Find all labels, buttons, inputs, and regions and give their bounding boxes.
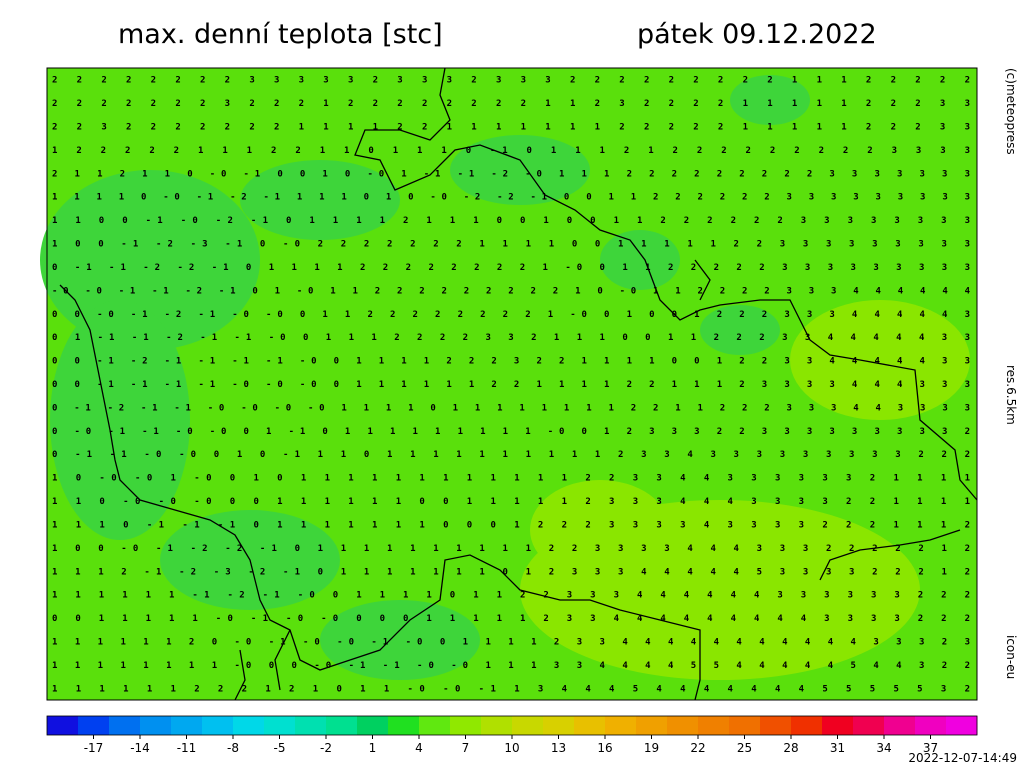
colorbar-tick-label: 28 [783, 741, 798, 755]
colorbar-segment [481, 716, 513, 735]
borders [59, 67, 978, 701]
colorbar-tick-label: 10 [504, 741, 519, 755]
colorbar-tick-label: -11 [177, 741, 197, 755]
grid-row: 2 2 2 2 2 2 2 3 2 2 2 1 2 2 2 2 2 2 2 2 … [52, 99, 970, 109]
colorbar-segment [264, 716, 296, 735]
colorbar-segment [109, 716, 141, 735]
cool-patches [40, 75, 810, 680]
colorbar-tick-label: -2 [320, 741, 332, 755]
colorbar-segment [47, 716, 79, 735]
model: icon-eu [1004, 635, 1018, 679]
colorbar-tick-label: 34 [876, 741, 891, 755]
colorbar-tick-label: 19 [644, 741, 659, 755]
colorbar-segment [450, 716, 482, 735]
grid-row: 2 2 3 2 2 2 2 2 2 2 1 1 1 1 2 2 1 1 1 1 … [52, 123, 970, 133]
grid-row: 1 1 1 1 1 1 2 0 -0 -1 -0 -0 -1 -0 0 1 1 … [52, 637, 970, 647]
colorbar-tick-label: 31 [830, 741, 845, 755]
grid-row: 1 1 0 0 -1 -0 -2 -1 0 1 1 1 1 2 1 1 1 0 … [52, 216, 970, 226]
colorbar-tick-label: 37 [923, 741, 938, 755]
colorbar-segment [729, 716, 761, 735]
colorbar-tick-label: 22 [690, 741, 705, 755]
colorbar-tick-label: 25 [737, 741, 752, 755]
colorbar-segment [543, 716, 575, 735]
colorbar-tick-label: -17 [84, 741, 104, 755]
map-frame [46, 67, 978, 701]
colorbar-tick-label: 16 [597, 741, 612, 755]
colorbar-segment [791, 716, 823, 735]
colorbar-segment [946, 716, 978, 735]
grid-row: 0 -1 -1 -2 -2 -1 0 1 1 1 1 2 2 2 2 2 2 2… [52, 263, 970, 273]
colorbar-segment [574, 716, 606, 735]
colorbar-segment [140, 716, 172, 735]
grid-row: 2 2 2 2 2 2 2 2 3 3 3 3 3 2 3 3 3 2 3 3 … [52, 76, 970, 86]
colorbar-tick-label: 7 [462, 741, 470, 755]
map: 2 2 2 2 2 2 2 2 3 3 3 3 3 2 3 3 3 2 3 3 … [40, 67, 978, 701]
grid-row: 1 1 1 1 1 1 1 1 -0 0 0 -0 -1 -1 -0 -0 1 … [52, 661, 970, 671]
colorbar-segment [202, 716, 234, 735]
colorbar: -17 -14 -11 -8 -5 -2 1 4 7 10 13 16 19 22 25 28 31 34 37 [46, 715, 978, 755]
colorbar-segment [915, 716, 947, 735]
colorbar-tick-label: -8 [227, 741, 239, 755]
colorbar-segment [357, 716, 389, 735]
colorbar-segment [171, 716, 203, 735]
colorbar-segment [853, 716, 885, 735]
grid-row: 0 0 1 1 1 1 1 -0 -1 -0 -0 0 0 0 1 1 1 1 … [52, 614, 970, 624]
colorbar-segment [667, 716, 699, 735]
colorbar-segment [822, 716, 854, 735]
colorbar-segment [233, 716, 265, 735]
colorbar-segment [78, 716, 110, 735]
timestamp: 2022-12-07-14:49 [908, 751, 1017, 765]
colorbar-segment [512, 716, 544, 735]
grid-row: 0 1 -1 -1 -2 -1 -1 -0 0 1 1 1 2 2 2 2 3 … [52, 333, 970, 343]
colorbar-segment [884, 716, 916, 735]
colorbar-segment [698, 716, 730, 735]
colorbar-tick-label: -5 [274, 741, 286, 755]
grid-row: -0 -0 -1 -1 -2 -1 0 1 -0 1 1 2 2 2 2 2 2… [52, 286, 971, 296]
date: pátek 09.12.2022 [637, 19, 877, 50]
colorbar-tick-label: -14 [130, 741, 150, 755]
grid-row: 1 1 1 1 0 -0 -1 -2 -1 1 1 1 0 1 0 -0 -2 … [52, 193, 970, 203]
colorbar-tick-label: 1 [369, 741, 377, 755]
colorbar-tick-label: 4 [415, 741, 423, 755]
colorbar-tick-label: 13 [551, 741, 566, 755]
colorbar-segment [605, 716, 637, 735]
colorbar-segment [388, 716, 420, 735]
warm-patches [520, 300, 970, 680]
colorbar-segment [419, 716, 451, 735]
colorbar-segment [326, 716, 358, 735]
colorbar-segment [760, 716, 792, 735]
grid-row: 0 -1 -2 -1 -1 -0 -0 -0 -0 1 1 1 1 0 1 1 … [52, 403, 970, 413]
colorbar-segment [295, 716, 327, 735]
grid-row: 1 1 1 1 1 1 -1 -2 -1 -0 0 1 1 1 1 0 1 1 … [52, 591, 970, 601]
credit: (c)meteopress [1004, 68, 1018, 155]
colorbar-segment [636, 716, 668, 735]
title: max. denní teplota [stc] [118, 19, 443, 50]
resolution: res.6.5km [1004, 365, 1018, 425]
